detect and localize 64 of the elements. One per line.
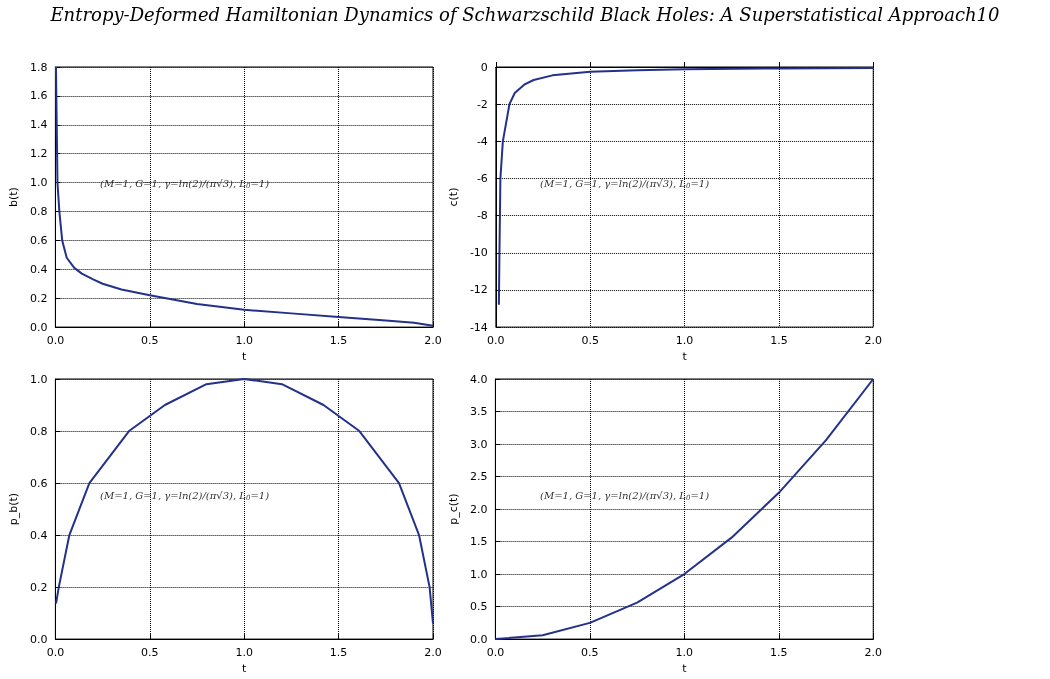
- y-tick-label: 1.8: [29, 60, 48, 74]
- y-tick-label: 3.5: [469, 405, 488, 419]
- x-tick-label: 2.0: [424, 334, 442, 348]
- y-tick-label: 0.0: [29, 320, 48, 334]
- y-tick-label: 0.6: [29, 476, 48, 490]
- x-tick-label: 1.0: [235, 646, 253, 660]
- x-tick-label: 1.0: [675, 334, 694, 348]
- y-tick-label: -2: [476, 97, 488, 111]
- y-tick-label: 3.0: [469, 437, 488, 451]
- x-tick-label: 0.5: [141, 646, 159, 660]
- y-axis-title: p_b(t): [7, 492, 20, 526]
- x-axis-title: t: [682, 662, 688, 675]
- y-tick-label: 0.4: [29, 528, 48, 542]
- x-tick-label: 0.5: [141, 334, 159, 348]
- x-tick-label: 0.0: [46, 334, 65, 348]
- y-tick-label: 1.2: [29, 147, 48, 161]
- x-tick-label: 0.5: [581, 334, 599, 348]
- x-tick-label: 2.0: [864, 334, 882, 348]
- x-tick-label: 2.0: [424, 646, 442, 660]
- y-tick-label: 0.2: [29, 291, 48, 305]
- y-tick-label: 2.0: [469, 502, 488, 516]
- x-tick-label: 1.0: [235, 334, 253, 348]
- x-tick-label: 1.0: [675, 646, 694, 660]
- y-axis-title: b(t): [7, 187, 20, 207]
- text: Entropy-Deformed Hamiltonian Dynamics of Schwarzschild Black Holes: A Superstatistical Approach10: [49, 4, 1001, 25]
- x-tick-label: 0.0: [486, 646, 505, 660]
- y-tick-label: 1.4: [29, 118, 48, 132]
- x-tick-label: 1.5: [770, 334, 788, 348]
- y-tick-label: 0: [480, 60, 488, 74]
- x-tick-label: 2.0: [864, 646, 882, 660]
- x-tick-label: 0.5: [581, 646, 599, 660]
- line-series: [494, 378, 875, 641]
- x-axis-title: t: [242, 662, 248, 675]
- x-axis-title: t: [682, 350, 688, 363]
- y-tick-label: 1.0: [469, 567, 488, 581]
- y-tick-label: 0.0: [29, 632, 48, 646]
- y-tick-label: 0.2: [29, 580, 48, 594]
- y-tick-label: 0.4: [29, 262, 48, 276]
- y-tick-label: -14: [469, 320, 488, 334]
- y-axis-title: p_c(t): [447, 493, 460, 525]
- y-tick-label: 1.6: [29, 89, 48, 103]
- y-tick-label: -4: [476, 134, 488, 148]
- y-tick-label: -12: [469, 283, 488, 297]
- y-tick-label: 0.8: [29, 424, 48, 438]
- x-tick-label: 1.5: [770, 646, 788, 660]
- y-tick-label: 0.8: [29, 205, 48, 218]
- y-tick-label: 1.0: [29, 176, 48, 190]
- y-tick-label: -10: [469, 246, 488, 260]
- y-axis-title: c(t): [447, 187, 460, 207]
- x-tick-label: 0.0: [46, 646, 65, 660]
- x-tick-label: 0.0: [487, 334, 505, 348]
- y-tick-label: 0.5: [469, 600, 488, 614]
- y-tick-label: -8: [476, 209, 488, 223]
- x-tick-label: 1.5: [329, 334, 348, 348]
- line-series: [54, 66, 434, 327]
- y-tick-label: 4.0: [469, 372, 488, 386]
- y-tick-label: 0.6: [29, 233, 48, 247]
- y-tick-label: 1.5: [469, 535, 488, 549]
- x-tick-label: 1.5: [329, 646, 348, 660]
- y-tick-label: 1.0: [29, 372, 48, 386]
- y-tick-label: 2.5: [469, 470, 488, 484]
- y-tick-label: 0.0: [469, 632, 488, 646]
- x-axis-title: t: [242, 350, 248, 363]
- y-tick-label: -6: [476, 171, 488, 185]
